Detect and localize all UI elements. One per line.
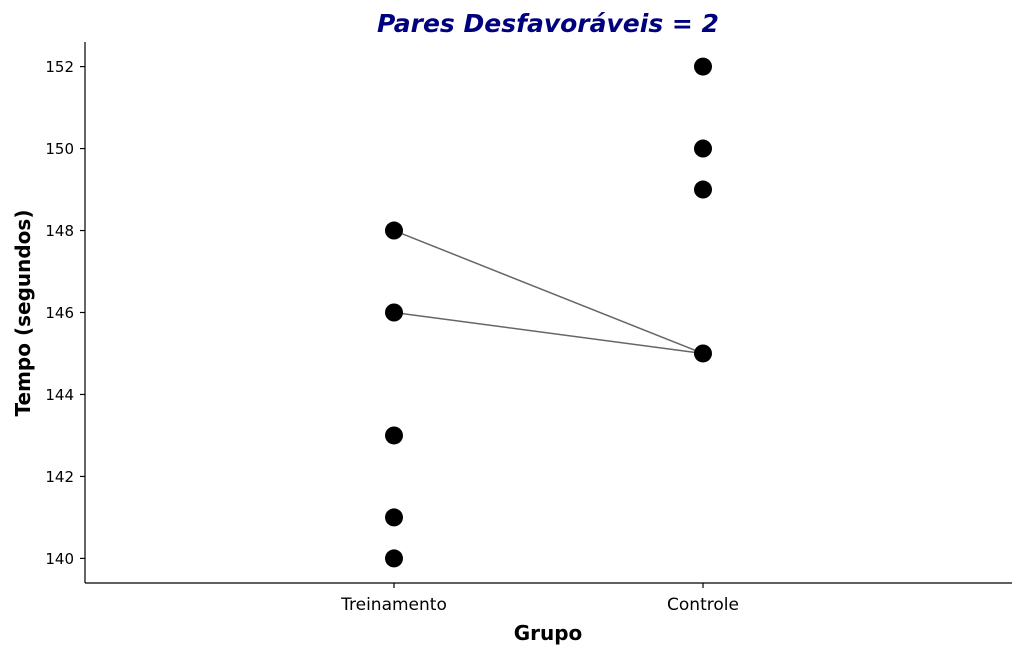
- data-point: [385, 426, 403, 445]
- y-tick-label: 142: [45, 468, 74, 486]
- y-tick-label: 148: [45, 222, 74, 240]
- x-axis: Treinamento Controle: [85, 582, 1012, 615]
- data-point: [385, 549, 403, 568]
- x-tick-label: Treinamento: [340, 595, 447, 615]
- y-tick-label: 152: [45, 58, 74, 76]
- y-tick-label: 150: [45, 140, 74, 158]
- pair-connector-line: [393, 311, 704, 355]
- data-point: [385, 508, 403, 527]
- data-point: [385, 303, 403, 322]
- x-axis-label: Grupo: [514, 621, 583, 645]
- data-point: [694, 57, 712, 76]
- y-tick-label: 144: [45, 386, 74, 404]
- data-point: [385, 221, 403, 240]
- y-tick-label: 140: [45, 550, 74, 568]
- y-tick-label: 146: [45, 304, 74, 322]
- pair-connectors: [393, 229, 704, 355]
- data-point: [694, 344, 712, 363]
- chart-title: Pares Desfavoráveis = 2: [377, 9, 719, 38]
- x-tick-label: Controle: [667, 595, 739, 615]
- data-point: [694, 139, 712, 158]
- pair-connector-line: [393, 229, 704, 355]
- y-axis-label: Tempo (segundos): [11, 210, 35, 417]
- data-point: [694, 180, 712, 199]
- data-points: [385, 57, 712, 568]
- y-axis: 140 142 144 146 148 150 152: [45, 42, 86, 583]
